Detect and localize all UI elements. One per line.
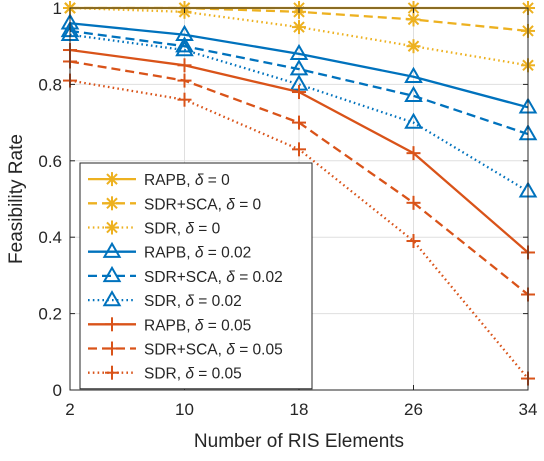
legend-entry: SDR, δ = 0 [88,220,221,238]
data-point-marker [175,40,194,57]
x-tick-label: 26 [404,400,423,419]
data-point-marker [177,58,192,73]
y-tick-label: 1 [53,0,62,18]
data-point-marker [404,85,423,103]
x-tick-label: 2 [65,400,74,419]
legend-entry: RAPB, δ = 0 [88,172,230,189]
legend-marker-sample-stroke [106,221,118,234]
data-point-marker [289,43,309,61]
legend-marker-sample-stroke [106,173,118,185]
x-tick-label: 10 [175,400,194,419]
legend-marker-sample-stroke [106,197,118,210]
legend-label: SDR+SCA, δ = 0.05 [144,342,283,359]
data-point-marker [177,92,192,107]
data-point-marker [406,39,421,54]
legend-label: RAPB, δ = 0.05 [144,317,251,334]
legend-entry: RAPB, δ = 0.05 [88,317,251,334]
data-point-marker-shape [175,40,194,57]
legend-label: RAPB, δ = 0.02 [144,245,251,262]
data-point-marker [289,59,309,76]
legend: RAPB, δ = 0 SDR+SCA, δ = 0 SDR, δ = 0 RAPB,… [79,162,313,390]
legend-marker-sample-shape [102,290,122,307]
data-point-marker [406,12,421,27]
data-point-marker-shape [289,59,309,76]
x-tick-label: 18 [290,400,309,419]
legend-marker-sample-shape [102,241,122,258]
data-point-marker [404,66,423,83]
legend-marker-sample [105,172,119,187]
y-axis-label: Feasibility Rate [6,134,27,264]
data-point-marker-stroke [407,40,420,52]
legend-marker-sample [105,220,119,235]
data-point-marker [406,195,421,210]
y-tick-label: 0.8 [38,75,62,94]
data-point-marker-shape [175,36,194,53]
legend-marker-sample-shape [102,265,122,283]
legend-marker-sample [102,265,122,283]
data-point-marker [292,85,306,100]
legend-entry: SDR+SCA, δ = 0.05 [88,341,283,359]
series-line [69,29,529,136]
data-point-marker-stroke [293,21,305,33]
legend-marker-sample [105,196,119,211]
data-point-marker-stroke [407,13,420,26]
legend-label: SDR, δ = 0 [144,221,221,238]
x-tick-label: 34 [519,400,538,419]
legend-marker-sample [102,290,122,307]
series-line [69,33,529,193]
y-tick-label: 0 [53,381,62,400]
x-axis-label: Number of RIS Elements [194,431,404,452]
legend-entry: SDR, δ = 0.02 [88,290,242,310]
series-layer [60,1,538,386]
legend-label: SDR, δ = 0.05 [144,366,242,383]
series-7 [63,54,535,302]
data-point-marker [175,36,194,53]
y-tick-label: 0.6 [38,152,62,171]
legend-label: SDR+SCA, δ = 0.02 [144,269,283,286]
legend-entry: SDR+SCA, δ = 0.02 [88,265,283,286]
legend-marker-sample [105,365,119,380]
legend-entry: SDR+SCA, δ = 0 [88,196,262,213]
data-point-marker [292,115,306,130]
legend-entry: SDR, δ = 0.05 [88,365,242,383]
data-point-marker-shape [289,43,309,61]
legend-entry: RAPB, δ = 0.02 [88,241,251,262]
data-point-marker [406,146,421,161]
series-line [69,22,529,109]
y-tick-label: 0.2 [38,305,62,324]
series-line [69,6,529,67]
legend-marker-sample [105,317,119,332]
data-point-marker [177,73,192,88]
data-point-marker-shape [404,66,423,83]
legend-label: SDR+SCA, δ = 0 [144,196,262,213]
data-point-marker-shape [404,112,423,129]
data-point-marker [404,112,423,129]
legend-marker-sample [102,241,122,258]
legend-label: SDR, δ = 0.02 [144,293,242,310]
data-point-marker-shape [404,85,423,103]
data-point-marker [292,20,306,35]
data-point-marker [292,142,306,157]
legend-marker-sample [105,341,119,356]
data-point-marker [406,234,421,249]
series-8 [63,73,535,386]
ticks: 2 10 18 26 34 0 0.2 0.4 0.6 0.8 1 [38,0,537,419]
y-tick-label: 0.4 [38,228,62,247]
legend-label: RAPB, δ = 0 [144,172,230,189]
